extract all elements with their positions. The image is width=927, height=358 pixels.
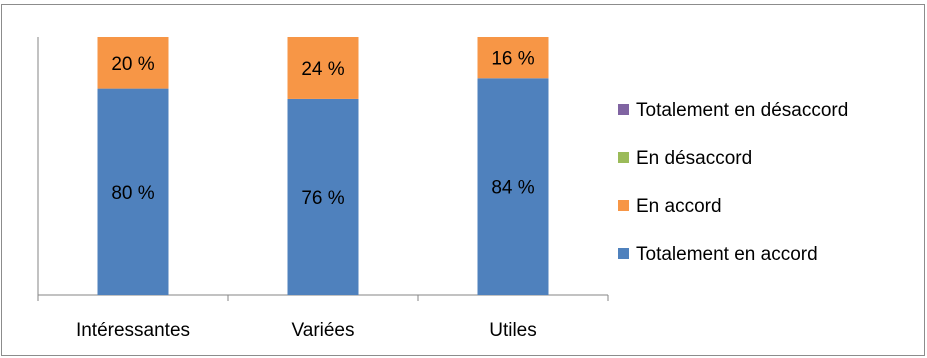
category-label: Utiles (489, 320, 537, 341)
chart-border (1, 4, 925, 356)
plot-area: 80 % 20 % Intéressantes 76 % 24 % Variées 84 %… (37, 37, 609, 341)
legend-swatch (618, 248, 629, 259)
category-label: Intéressantes (76, 320, 190, 341)
bar-segment-en-accord (97, 37, 169, 89)
bar-data-label: 84 % (491, 178, 534, 199)
bar-data-label: 20 % (111, 54, 154, 75)
bar-segment-totalement-en-accord (477, 78, 549, 295)
bar-segment-en-accord (287, 37, 359, 99)
bar-data-label: 24 % (301, 59, 344, 80)
legend: Totalement en désaccord En désaccord En ac… (618, 100, 848, 265)
legend-label: Totalement en accord (636, 244, 818, 265)
legend-swatch (618, 200, 629, 211)
legend-label: En désaccord (636, 148, 752, 169)
category-label: Variées (291, 320, 354, 341)
bar-data-label: 80 % (111, 183, 154, 204)
bar-segment-en-accord (477, 37, 549, 79)
bar-data-label: 76 % (301, 188, 344, 209)
legend-swatch (618, 152, 629, 163)
bar-data-label: 16 % (491, 49, 534, 70)
bar-segment-totalement-en-accord (287, 98, 359, 295)
bar-segment-totalement-en-accord (97, 88, 169, 295)
legend-label: En accord (636, 196, 722, 217)
legend-swatch (618, 104, 629, 115)
legend-label: Totalement en désaccord (636, 100, 848, 121)
